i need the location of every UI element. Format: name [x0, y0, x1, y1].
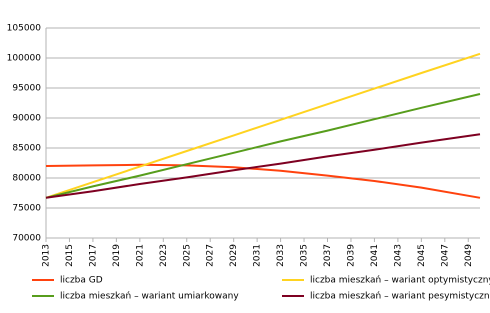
x-tick-label: 2025	[182, 244, 192, 267]
x-tick-label: 2043	[393, 244, 403, 267]
x-tick-label: 2017	[88, 244, 98, 267]
x-tick-label: 2023	[159, 244, 169, 267]
y-tick-label: 105000	[7, 24, 42, 34]
y-tick-label: 70000	[12, 234, 41, 244]
x-tick-label: 2029	[229, 244, 239, 267]
x-tick-label: 2013	[42, 244, 52, 267]
legend-label: liczba mieszkań – wariant umiarkowany	[60, 292, 239, 302]
x-tick-label: 2049	[464, 244, 474, 267]
line-series	[45, 93, 481, 199]
y-tick-label: 75000	[12, 204, 41, 214]
line-series	[45, 133, 481, 199]
x-tick-label: 2031	[253, 244, 263, 267]
x-tick-label: 2039	[346, 244, 356, 267]
x-tick-label: 2047	[440, 244, 450, 267]
x-tick-label: 2015	[65, 244, 75, 267]
x-tick-label: 2027	[206, 244, 216, 267]
x-tick-label: 2041	[370, 244, 380, 267]
legend-label: liczba mieszkań – wariant optymistyczny	[310, 276, 490, 286]
y-tick-label: 100000	[7, 54, 42, 64]
y-tick-label: 80000	[12, 174, 41, 184]
x-tick-label: 2019	[112, 244, 122, 267]
legend-label: liczba GD	[60, 276, 103, 286]
y-tick-label: 85000	[12, 144, 41, 154]
x-tick-label: 2035	[300, 244, 310, 267]
y-tick-label: 90000	[12, 114, 41, 124]
x-tick-label: 2033	[276, 244, 286, 267]
line-series	[45, 163, 481, 199]
x-tick-label: 2045	[417, 244, 427, 267]
x-tick-label: 2021	[135, 244, 145, 267]
legend-label: liczba mieszkań – wariant pesymistyczny	[310, 292, 490, 302]
x-tick-label: 2037	[323, 244, 333, 267]
y-tick-label: 95000	[12, 84, 41, 94]
line-series	[45, 52, 481, 199]
